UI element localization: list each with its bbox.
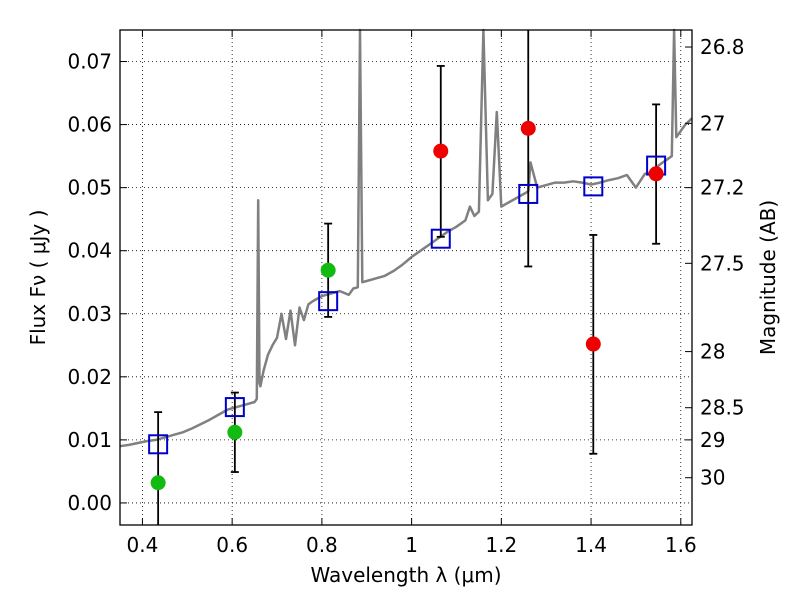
- y-tick-label: 0.03: [67, 302, 112, 326]
- model-square-marker: [148, 434, 169, 455]
- y-tick-label: 0.06: [67, 113, 112, 137]
- magnitude-tick-label: 28.5: [700, 396, 745, 420]
- markers: [148, 120, 667, 491]
- y-tick-label: 0.02: [67, 365, 112, 389]
- grid-lines: [120, 30, 692, 525]
- magnitude-tick-label: 28: [700, 340, 725, 364]
- model-square-marker: [518, 183, 539, 204]
- green-point-marker: [150, 475, 166, 491]
- red-point-marker: [433, 143, 449, 159]
- magnitude-tick-label: 27.5: [700, 251, 745, 275]
- x-axis-label: Wavelength λ (μm): [310, 563, 501, 587]
- x-tick-label: 0.8: [306, 533, 338, 557]
- errorbars: [154, 30, 661, 525]
- model-square-marker: [583, 176, 604, 197]
- model-square-marker: [318, 291, 339, 312]
- spectrum-line: [119, 28, 693, 448]
- y-tick-label: 0.04: [67, 239, 112, 263]
- magnitude-tick-label: 26.8: [700, 35, 745, 59]
- magnitude-tick-label: 27.2: [700, 176, 745, 200]
- y-tick-label: 0.00: [67, 491, 112, 515]
- model-square-marker: [430, 228, 451, 249]
- model-square-marker: [224, 397, 245, 418]
- ticks: 0.4 0.6 0.8 1 1.2 1.4 1.6 0.00 0.01 0.02 0.03 0.04 0…: [67, 30, 745, 557]
- y-tick-label: 0.05: [67, 176, 112, 200]
- x-tick-label: 1.2: [485, 533, 517, 557]
- red-point-marker: [520, 120, 536, 136]
- red-point-marker: [648, 166, 664, 182]
- x-tick-label: 0.6: [216, 533, 248, 557]
- y2-axis-label: Magnitude (AB): [756, 200, 780, 355]
- spectrum-series: [119, 28, 693, 448]
- green-point-marker: [320, 262, 336, 278]
- x-tick-label: 1: [405, 533, 418, 557]
- x-tick-label: 1.4: [575, 533, 607, 557]
- y-tick-label: 0.07: [67, 50, 112, 74]
- green-point-marker: [227, 424, 243, 440]
- magnitude-tick-label: 29: [700, 428, 725, 452]
- x-tick-label: 0.4: [127, 533, 159, 557]
- magnitude-tick-label: 27: [700, 111, 725, 135]
- y-tick-label: 0.01: [67, 428, 112, 452]
- magnitude-tick-label: 30: [700, 466, 725, 490]
- x-tick-label: 1.6: [665, 533, 697, 557]
- red-point-marker: [585, 336, 601, 352]
- y-axis-label: Flux Fν ( μJy ): [26, 210, 50, 346]
- plot-frame: [119, 29, 693, 526]
